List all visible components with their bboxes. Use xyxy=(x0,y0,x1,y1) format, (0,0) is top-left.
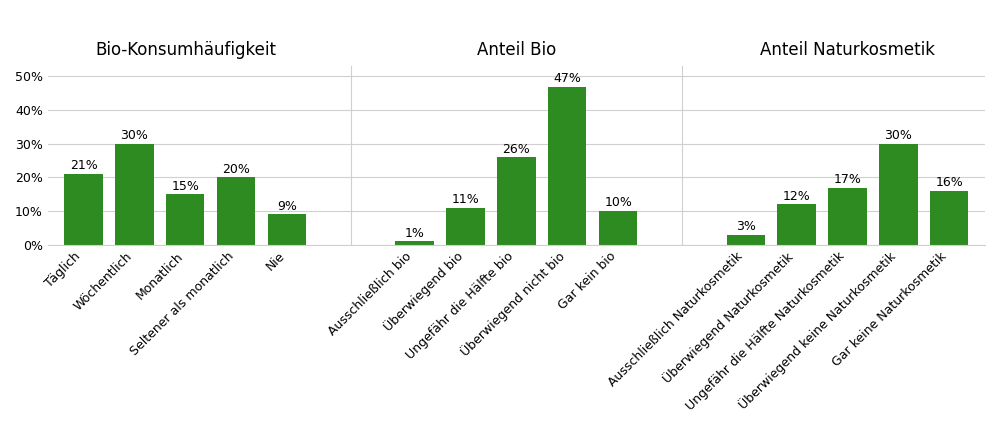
Bar xyxy=(268,214,306,245)
Text: 26%: 26% xyxy=(503,143,530,155)
Text: 30%: 30% xyxy=(884,129,912,142)
Bar xyxy=(599,211,637,245)
Bar xyxy=(166,194,204,245)
Bar xyxy=(395,241,434,245)
Text: 30%: 30% xyxy=(121,129,148,142)
Text: 3%: 3% xyxy=(736,220,756,233)
Text: 17%: 17% xyxy=(834,173,861,186)
Bar xyxy=(828,187,867,245)
Text: 10%: 10% xyxy=(604,196,632,209)
Text: 9%: 9% xyxy=(277,200,297,213)
Text: Anteil Naturkosmetik: Anteil Naturkosmetik xyxy=(760,41,935,59)
Text: 20%: 20% xyxy=(222,163,250,176)
Text: 47%: 47% xyxy=(553,72,581,85)
Bar xyxy=(217,178,255,245)
Bar xyxy=(879,144,918,245)
Bar xyxy=(446,208,485,245)
Bar xyxy=(548,86,586,245)
Text: 12%: 12% xyxy=(783,190,810,202)
Bar xyxy=(777,204,816,245)
Bar xyxy=(930,191,968,245)
Text: 21%: 21% xyxy=(70,159,97,172)
Text: 1%: 1% xyxy=(405,227,425,240)
Text: 16%: 16% xyxy=(935,176,963,189)
Bar xyxy=(64,174,103,245)
Text: 15%: 15% xyxy=(171,180,199,193)
Bar xyxy=(727,235,765,245)
Bar xyxy=(497,157,536,245)
Bar xyxy=(115,144,154,245)
Text: Bio-Konsumhäufigkeit: Bio-Konsumhäufigkeit xyxy=(95,41,276,59)
Text: Anteil Bio: Anteil Bio xyxy=(477,41,556,59)
Text: 11%: 11% xyxy=(452,193,479,206)
